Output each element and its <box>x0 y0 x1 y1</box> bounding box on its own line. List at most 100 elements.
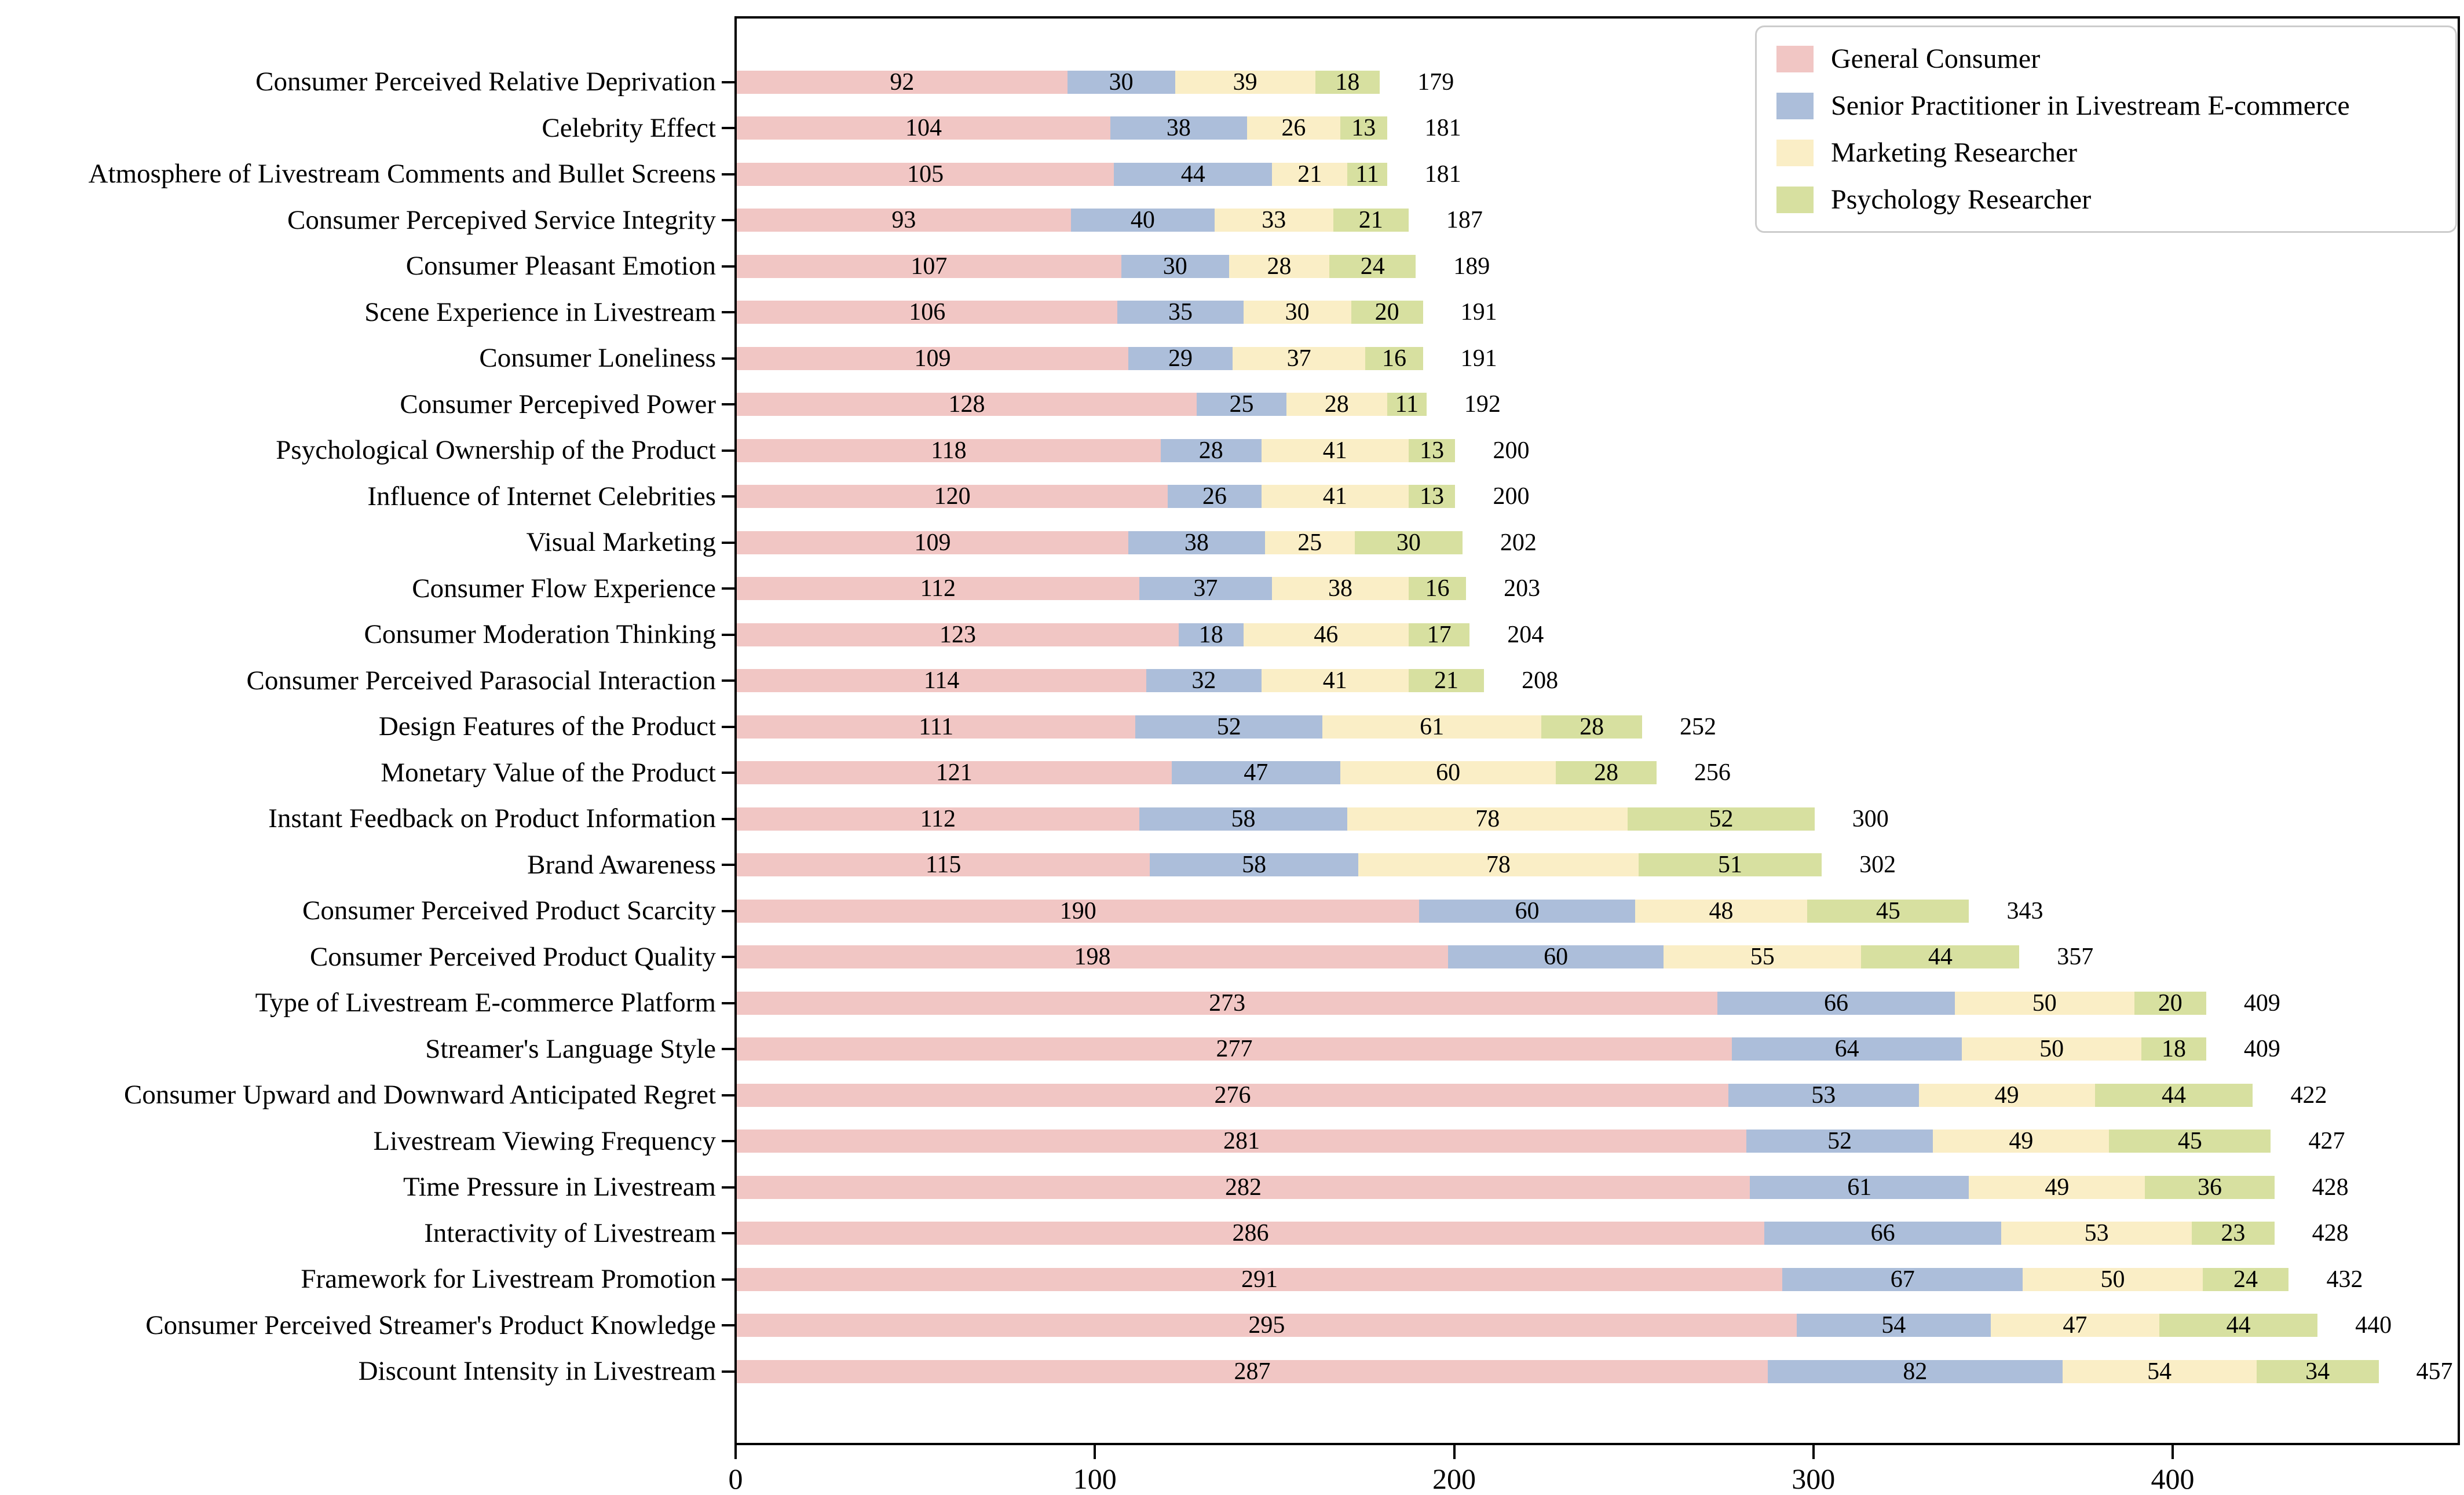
stacked-bar: 128 25 28 11 192 <box>737 392 1501 416</box>
bar-segment: 28 <box>1541 715 1642 739</box>
legend-item: Senior Practitioner in Livestream E-comm… <box>1776 92 2444 120</box>
total-label: 203 <box>1504 575 1541 602</box>
table-row: Consumer Perceived Product Quality 198 60 5… <box>0 934 2464 981</box>
category-label: Brand Awareness <box>527 849 716 880</box>
bar-segment: 13 <box>1340 116 1387 140</box>
y-tick-mark <box>722 909 734 912</box>
bar-segment: 44 <box>2094 1083 2253 1107</box>
category-label: Consumer Loneliness <box>479 343 716 374</box>
bar-segment: 50 <box>1954 991 2134 1015</box>
bar-segment: 30 <box>1121 254 1229 279</box>
category-label: Consumer Percepived Service Integrity <box>287 204 716 235</box>
y-tick-mark <box>722 956 734 959</box>
bar-segment: 198 <box>737 945 1449 969</box>
stacked-bar: 106 35 30 20 191 <box>737 300 1497 324</box>
x-tick-mark <box>1812 1445 1815 1459</box>
bar-segment: 282 <box>737 1175 1750 1200</box>
y-tick-mark <box>722 403 734 406</box>
bar-segment: 33 <box>1214 208 1333 232</box>
total-label: 204 <box>1507 621 1544 648</box>
bar-segment: 21 <box>1333 208 1409 232</box>
table-row: Instant Feedback on Product Information 1… <box>0 796 2464 842</box>
table-row: Livestream Viewing Frequency 281 52 49 45 427 <box>0 1118 2464 1165</box>
category-label: Livestream Viewing Frequency <box>373 1125 716 1156</box>
stacked-bar: 114 32 41 21 208 <box>737 668 1558 693</box>
bar-segment: 52 <box>1746 1129 1933 1153</box>
table-row: Consumer Perceived Relative Deprivation 9… <box>0 59 2464 105</box>
bar-segment: 273 <box>737 991 1718 1015</box>
total-label: 200 <box>1493 437 1530 464</box>
bar-segment: 26 <box>1168 484 1262 509</box>
x-tick-label: 200 <box>1432 1463 1476 1495</box>
stacked-bar: 276 53 49 44 422 <box>737 1081 2327 1109</box>
table-row: Scene Experience in Livestream 106 35 30 20 1… <box>0 290 2464 336</box>
legend-item: Marketing Researcher <box>1776 138 2444 167</box>
y-tick-mark <box>722 864 734 867</box>
table-row: Consumer Perceived Parasocial Interactio… <box>0 658 2464 704</box>
stacked-bar: 107 30 28 24 189 <box>737 254 1490 279</box>
bar-segment: 123 <box>737 623 1179 647</box>
bar-segment: 67 <box>1782 1267 2023 1292</box>
bar-segment: 35 <box>1117 300 1244 324</box>
stacked-bar: 118 28 41 13 200 <box>737 437 1530 464</box>
bar-segment: 61 <box>1322 715 1542 739</box>
bar-segment: 82 <box>1768 1359 2063 1384</box>
table-row: Interactivity of Livestream 286 66 53 23 428 <box>0 1211 2464 1257</box>
bar-segment: 41 <box>1261 484 1409 509</box>
category-label: Consumer Percepived Power <box>400 389 716 419</box>
stacked-bar: 111 52 61 28 252 <box>737 715 1716 739</box>
y-tick-mark <box>722 81 734 83</box>
bar-segment: 78 <box>1358 853 1639 877</box>
bar-segment: 112 <box>737 807 1139 831</box>
stacked-bar: 109 38 25 30 202 <box>737 529 1537 556</box>
category-label: Atmosphere of Livestream Comments and Bu… <box>88 159 716 189</box>
y-tick-mark <box>722 127 734 130</box>
bar-segment: 18 <box>1315 70 1380 94</box>
x-tick-mark <box>734 1445 737 1459</box>
bar-segment: 286 <box>737 1221 1764 1245</box>
bar-segment: 49 <box>1933 1129 2110 1153</box>
bar-segment: 50 <box>2023 1267 2203 1292</box>
bar-segment: 128 <box>737 392 1197 416</box>
bar-segment: 58 <box>1150 853 1359 877</box>
bar-segment: 51 <box>1638 853 1822 877</box>
legend-swatch <box>1776 45 1814 72</box>
stacked-bar: 273 66 50 20 409 <box>737 991 2280 1015</box>
category-label: Celebrity Effect <box>542 112 716 143</box>
bar-segment: 40 <box>1070 208 1215 232</box>
x-tick-mark <box>1453 1445 1456 1459</box>
stacked-bar: 295 54 47 44 440 <box>737 1313 2392 1337</box>
total-label: 202 <box>1500 529 1537 556</box>
bar-segment: 28 <box>1160 438 1262 463</box>
bar-segment: 37 <box>1232 346 1366 371</box>
bar-segment: 52 <box>1628 807 1815 831</box>
bar-segment: 60 <box>1340 761 1556 785</box>
stacked-bar: 112 37 38 16 203 <box>737 575 1541 602</box>
y-tick-mark <box>722 173 734 176</box>
legend: General Consumer Senior Practitioner in L… <box>1755 25 2457 233</box>
bar-segment: 44 <box>1861 945 2020 969</box>
table-row: Consumer Loneliness 109 29 37 16 191 <box>0 335 2464 382</box>
bar-segment: 25 <box>1196 392 1286 416</box>
bar-segment: 37 <box>1139 576 1273 601</box>
table-row: Streamer's Language Style 277 64 50 18 409 <box>0 1026 2464 1073</box>
total-label: 422 <box>2290 1081 2327 1109</box>
y-tick-mark <box>722 587 734 590</box>
bar-segment: 121 <box>737 761 1172 785</box>
y-tick-mark <box>722 495 734 498</box>
stacked-bar: 112 58 78 52 300 <box>737 807 1889 831</box>
bar-segment: 28 <box>1286 392 1387 416</box>
total-label: 357 <box>2057 944 2094 971</box>
bar-segment: 49 <box>1969 1175 2145 1200</box>
bar-segment: 64 <box>1732 1037 1962 1061</box>
stacked-bar: 291 67 50 24 432 <box>737 1267 2363 1292</box>
stacked-bar: 198 60 55 44 357 <box>737 944 2094 971</box>
bar-segment: 47 <box>1990 1313 2160 1337</box>
y-tick-mark <box>722 219 734 222</box>
table-row: Consumer Upward and Downward Anticipated… <box>0 1072 2464 1118</box>
bar-segment: 20 <box>2134 991 2206 1015</box>
y-tick-mark <box>722 679 734 682</box>
bar-segment: 53 <box>1728 1083 1919 1107</box>
bar-segment: 61 <box>1750 1175 1969 1200</box>
